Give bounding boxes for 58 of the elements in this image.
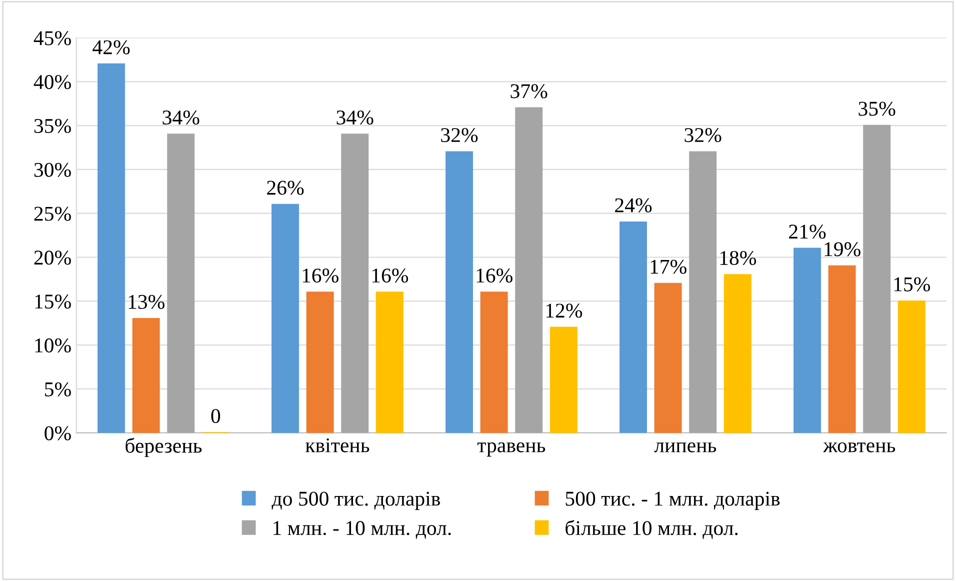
bar <box>132 318 160 433</box>
data-label: 19% <box>824 242 860 256</box>
x-tick-label: березень <box>126 438 202 458</box>
y-tick-label: 40% <box>34 75 71 90</box>
data-label: 16% <box>476 268 512 283</box>
data-label: 34% <box>162 110 200 125</box>
y-tick-label: 20% <box>34 250 71 265</box>
x-tick-label: липень <box>654 442 716 452</box>
data-label: 18% <box>720 250 756 266</box>
data-label: 15% <box>894 277 930 292</box>
data-label: 42% <box>92 40 130 54</box>
bar <box>306 292 334 433</box>
data-label: 34% <box>336 110 374 125</box>
data-label: 24% <box>615 198 652 212</box>
legend-label: до 500 тис. доларів <box>272 492 440 510</box>
bar <box>898 300 926 433</box>
y-tick-label: 30% <box>34 162 71 177</box>
bar <box>272 204 300 433</box>
y-tick-label: 35% <box>34 118 71 134</box>
data-label: 16% <box>372 268 408 283</box>
data-label: 35% <box>858 102 896 116</box>
data-label: 32% <box>684 128 722 142</box>
bar <box>863 124 891 433</box>
bar <box>689 151 717 433</box>
y-tick-label: 45% <box>34 31 71 46</box>
data-label: 16% <box>302 268 338 283</box>
y-tick-label: 25% <box>34 206 71 221</box>
data-label: 26% <box>267 180 304 195</box>
bar <box>724 274 752 433</box>
bar <box>828 265 856 433</box>
legend-label: більше 10 млн. дол. <box>566 520 738 539</box>
y-tick-label: 10% <box>35 338 71 353</box>
bar <box>480 292 508 433</box>
data-label: 37% <box>510 84 548 98</box>
legend-label: 1 млн. - 10 млн. дол. <box>274 521 451 539</box>
bar <box>794 248 821 433</box>
y-tick-label: 15% <box>35 294 71 309</box>
y-tick-label: 0% <box>44 426 71 440</box>
bar <box>376 292 404 433</box>
bar <box>167 134 195 433</box>
data-label: 0 <box>211 409 220 424</box>
data-label: 13% <box>128 294 164 309</box>
bar <box>620 221 647 433</box>
bar <box>98 63 126 433</box>
data-label: 12% <box>546 304 582 318</box>
bar <box>446 151 474 433</box>
data-label: 21% <box>789 224 826 239</box>
y-tick-label: 5% <box>45 382 71 396</box>
bar <box>515 107 543 433</box>
x-tick-label: травень <box>477 442 546 457</box>
x-tick-label: квітень <box>305 438 370 452</box>
data-label: 17% <box>650 260 686 274</box>
data-label: 32% <box>441 128 478 142</box>
x-tick-label: жовтень <box>823 442 896 452</box>
legend-label: 500 тис. - 1 млн. доларів <box>566 492 780 510</box>
bar <box>341 134 369 433</box>
bar <box>550 326 578 433</box>
bar <box>654 282 682 433</box>
